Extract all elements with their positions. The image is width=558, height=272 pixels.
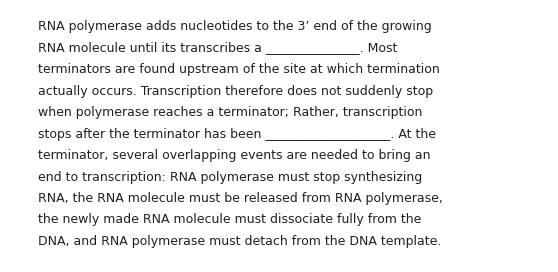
Text: the newly made RNA molecule must dissociate fully from the: the newly made RNA molecule must dissoci… bbox=[38, 214, 421, 227]
Text: RNA polymerase adds nucleotides to the 3’ end of the growing: RNA polymerase adds nucleotides to the 3… bbox=[38, 20, 432, 33]
Text: end to transcription: RNA polymerase must stop synthesizing: end to transcription: RNA polymerase mus… bbox=[38, 171, 422, 184]
Text: terminators are found upstream of the site at which termination: terminators are found upstream of the si… bbox=[38, 63, 440, 76]
Text: stops after the terminator has been ____________________. At the: stops after the terminator has been ____… bbox=[38, 128, 436, 141]
Text: terminator, several overlapping events are needed to bring an: terminator, several overlapping events a… bbox=[38, 149, 431, 162]
Text: DNA, and RNA polymerase must detach from the DNA template.: DNA, and RNA polymerase must detach from… bbox=[38, 235, 441, 248]
Text: when polymerase reaches a terminator; Rather, transcription: when polymerase reaches a terminator; Ra… bbox=[38, 106, 422, 119]
Text: actually occurs. Transcription therefore does not suddenly stop: actually occurs. Transcription therefore… bbox=[38, 85, 433, 97]
Text: RNA, the RNA molecule must be released from RNA polymerase,: RNA, the RNA molecule must be released f… bbox=[38, 192, 443, 205]
Text: RNA molecule until its transcribes a _______________. Most: RNA molecule until its transcribes a ___… bbox=[38, 42, 397, 54]
